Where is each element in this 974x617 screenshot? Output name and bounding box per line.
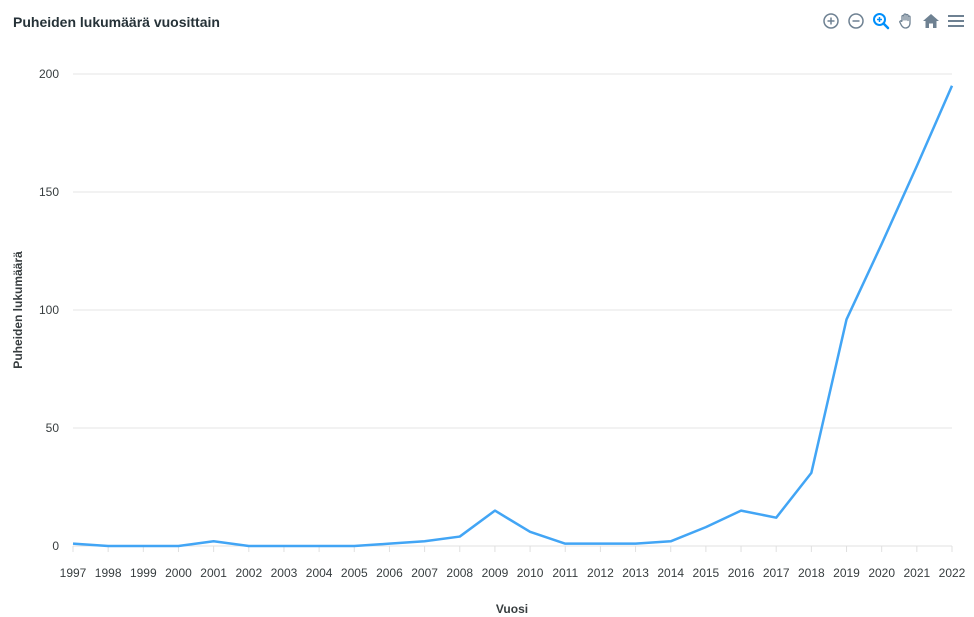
x-tick-label: 1997 [60, 566, 87, 580]
x-tick-label: 2012 [587, 566, 614, 580]
reset-home-icon[interactable] [921, 10, 941, 32]
grid-lines [73, 73, 952, 429]
y-tick-label: 50 [46, 421, 60, 435]
y-axis-title: Puheiden lukumäärä [11, 251, 25, 369]
x-tick-label: 2002 [235, 566, 262, 580]
x-tick-label: 2007 [411, 566, 438, 580]
y-tick-label: 200 [39, 67, 59, 81]
x-tick-label: 2021 [903, 566, 930, 580]
x-tick-label: 2004 [306, 566, 333, 580]
x-tick-label: 2020 [868, 566, 895, 580]
x-tick-label: 2019 [833, 566, 860, 580]
x-tick-label: 2005 [341, 566, 368, 580]
x-tick-label: 2006 [376, 566, 403, 580]
x-tick-label: 1999 [130, 566, 157, 580]
x-tick-label: 2013 [622, 566, 649, 580]
x-tick-label: 2008 [446, 566, 473, 580]
chart-title: Puheiden lukumäärä vuosittain [13, 14, 220, 30]
x-tick-label: 2022 [939, 566, 966, 580]
x-tick-label: 2011 [552, 566, 578, 580]
x-axis-tick-marks [72, 546, 953, 552]
x-tick-label: 2010 [517, 566, 544, 580]
zoom-in-icon[interactable] [821, 10, 841, 32]
x-tick-label: 2000 [165, 566, 192, 580]
menu-icon[interactable] [946, 10, 966, 32]
x-tick-label: 2001 [200, 566, 227, 580]
x-axis-ticks: 1997 1998 1999 2000 2001 2002 2003 2004 2005 2006… [60, 566, 966, 580]
chart-toolbar [821, 10, 966, 32]
x-tick-label: 2018 [798, 566, 825, 580]
x-tick-label: 1998 [95, 566, 122, 580]
x-axis-title: Vuosi [496, 602, 528, 616]
zoom-out-icon[interactable] [846, 10, 866, 32]
selection-zoom-icon[interactable] [871, 10, 891, 32]
pan-icon[interactable] [896, 10, 916, 32]
y-tick-label: 150 [39, 185, 59, 199]
x-tick-label: 2003 [271, 566, 298, 580]
x-tick-label: 2009 [482, 566, 509, 580]
x-tick-label: 2014 [657, 566, 684, 580]
y-tick-label: 0 [52, 539, 59, 553]
y-axis-ticks: 0 50 100 150 200 [39, 67, 59, 553]
x-tick-label: 2015 [693, 566, 720, 580]
series-line [72, 85, 954, 548]
x-tick-label: 2017 [763, 566, 790, 580]
x-tick-label: 2016 [728, 566, 755, 580]
y-tick-label: 100 [39, 303, 59, 317]
